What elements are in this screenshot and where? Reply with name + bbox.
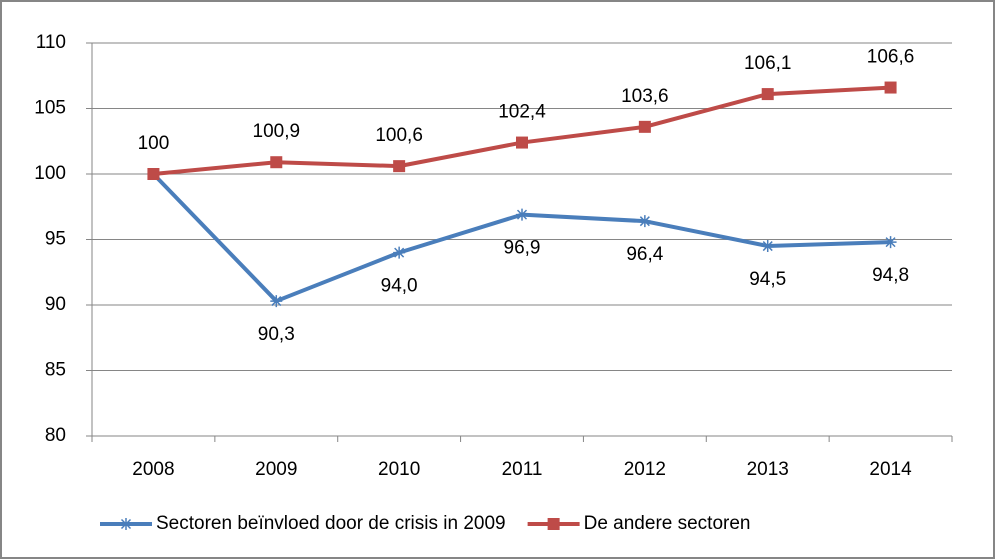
data-point bbox=[147, 168, 160, 180]
data-point bbox=[270, 295, 283, 308]
data-point bbox=[516, 136, 528, 149]
x-tick-label: 2008 bbox=[132, 459, 174, 480]
data-label: 90,3 bbox=[258, 324, 295, 345]
y-tick-label: 110 bbox=[36, 32, 66, 53]
data-point bbox=[884, 81, 897, 94]
data-label: 96,9 bbox=[504, 238, 541, 259]
data-label: 100,6 bbox=[375, 125, 423, 146]
data-label: 100,9 bbox=[253, 121, 301, 142]
data-point bbox=[393, 246, 406, 259]
data-point bbox=[638, 215, 651, 228]
legend-marker bbox=[547, 518, 560, 530]
data-label: 106,1 bbox=[744, 53, 792, 74]
data-point bbox=[516, 208, 528, 221]
data-label: 94,8 bbox=[872, 265, 909, 286]
data-label: 106,6 bbox=[867, 47, 915, 68]
y-tick-label: 85 bbox=[45, 360, 66, 381]
y-tick-label: 80 bbox=[45, 425, 66, 446]
x-tick-label: 2011 bbox=[502, 459, 543, 480]
data-point bbox=[761, 240, 774, 253]
legend-label: Sectoren beïnvloed door de crisis in 200… bbox=[156, 513, 506, 534]
x-tick-label: 2012 bbox=[624, 459, 666, 480]
data-point bbox=[393, 160, 406, 173]
data-label: 94,0 bbox=[381, 276, 418, 297]
legend-label: De andere sectoren bbox=[584, 513, 751, 534]
data-point bbox=[884, 236, 897, 249]
data-point bbox=[761, 88, 774, 101]
data-label: 103,6 bbox=[621, 86, 669, 107]
data-label: 100 bbox=[138, 133, 170, 154]
y-tick-label: 105 bbox=[34, 98, 66, 119]
x-tick-label: 2010 bbox=[378, 459, 420, 480]
x-tick-label: 2014 bbox=[869, 459, 912, 480]
y-tick-label: 100 bbox=[34, 163, 66, 184]
y-tick-label: 90 bbox=[45, 294, 66, 315]
x-tick-label: 2013 bbox=[747, 459, 789, 480]
legend-marker bbox=[120, 518, 132, 530]
data-label: 102,4 bbox=[498, 102, 546, 123]
data-label: 96,4 bbox=[626, 244, 663, 265]
data-point bbox=[638, 120, 651, 133]
y-tick-label: 95 bbox=[45, 229, 66, 250]
x-tick-label: 2009 bbox=[255, 459, 297, 480]
data-point bbox=[270, 156, 283, 169]
data-label: 94,5 bbox=[749, 269, 786, 290]
